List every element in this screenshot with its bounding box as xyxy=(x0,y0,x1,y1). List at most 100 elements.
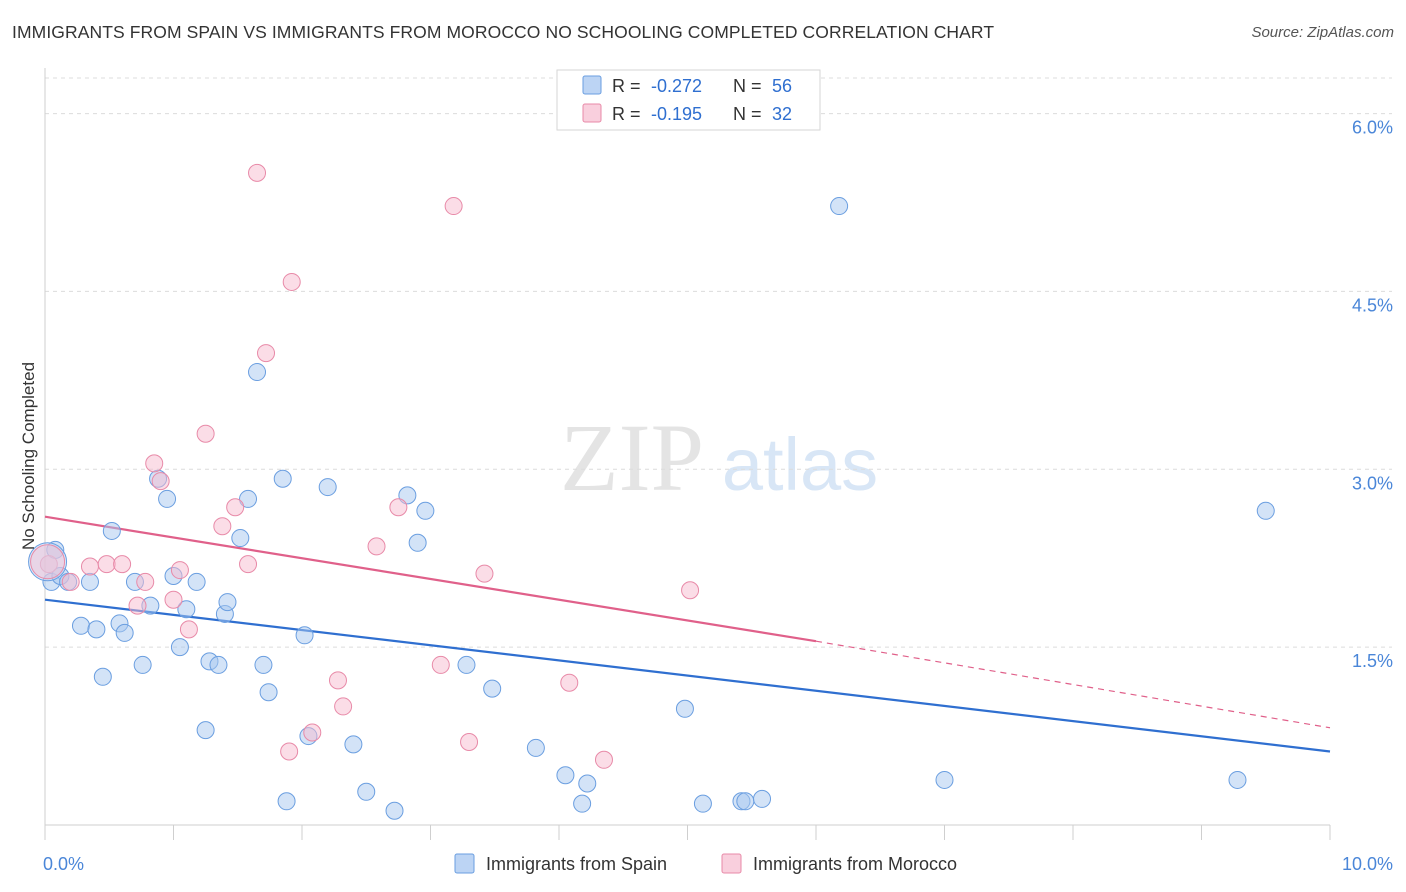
y-tick-label: 4.5% xyxy=(1352,295,1393,315)
series-legend: Immigrants from Spain Immigrants from Mo… xyxy=(454,853,957,874)
data-point xyxy=(334,697,353,716)
data-point xyxy=(431,655,450,674)
trend-lines xyxy=(44,515,1331,753)
data-point xyxy=(408,533,427,552)
source-credit: Source: ZipAtlas.com xyxy=(1251,24,1394,41)
watermark-zip: ZIP xyxy=(560,404,704,511)
y-axis-label: No Schooling Completed xyxy=(19,362,38,550)
x-tick-label: 10.0% xyxy=(1342,854,1393,874)
data-point xyxy=(239,555,258,574)
y-tick-label: 6.0% xyxy=(1352,118,1393,138)
data-point xyxy=(594,750,613,769)
y-tick-label: 3.0% xyxy=(1352,473,1393,493)
y-tick-label: 1.5% xyxy=(1352,651,1393,671)
data-point xyxy=(158,489,177,508)
stats-r-label-spain: R = xyxy=(612,76,641,96)
data-point xyxy=(254,655,273,674)
data-point xyxy=(935,770,954,789)
data-point xyxy=(457,655,476,674)
data-points xyxy=(28,163,1275,820)
trend-line-spain xyxy=(44,598,1331,753)
trend-line-morocco-extension xyxy=(815,640,1331,729)
data-point xyxy=(177,600,196,619)
stats-r-value-morocco: -0.195 xyxy=(651,104,702,124)
data-point xyxy=(460,733,479,751)
watermark-atlas: atlas xyxy=(722,423,878,506)
data-point xyxy=(303,723,322,742)
data-point xyxy=(93,667,112,686)
data-point xyxy=(87,620,106,639)
stats-swatch-morocco xyxy=(582,103,602,123)
data-point xyxy=(277,792,296,811)
stats-n-label-morocco: N = xyxy=(733,104,762,124)
tick-labels: 1.5% 3.0% 4.5% 6.0% 0.0% 10.0% xyxy=(43,118,1393,874)
data-point xyxy=(80,572,99,591)
data-point xyxy=(151,472,170,491)
data-point xyxy=(115,623,134,642)
data-point xyxy=(231,529,250,548)
data-point xyxy=(259,683,278,702)
legend-swatch-spain xyxy=(454,853,475,874)
data-point xyxy=(248,163,267,182)
data-point xyxy=(416,501,435,520)
data-point xyxy=(196,424,215,443)
data-point xyxy=(560,673,579,692)
data-point xyxy=(736,792,755,811)
data-point xyxy=(213,517,232,536)
legend-label-morocco: Immigrants from Morocco xyxy=(753,854,957,874)
data-point xyxy=(578,774,597,793)
data-point xyxy=(209,655,228,674)
data-point xyxy=(318,478,337,497)
data-point xyxy=(133,655,152,674)
legend-label-spain: Immigrants from Spain xyxy=(486,854,667,874)
data-point xyxy=(164,590,183,609)
data-point xyxy=(136,572,155,591)
data-point xyxy=(475,564,494,583)
data-point xyxy=(367,537,386,556)
data-point xyxy=(102,521,121,540)
data-point xyxy=(573,794,592,813)
data-point-large xyxy=(30,544,66,580)
stats-n-label-spain: N = xyxy=(733,76,762,96)
data-point xyxy=(239,489,258,508)
data-point xyxy=(128,596,147,615)
axes xyxy=(44,68,1331,840)
data-point xyxy=(113,555,132,574)
data-point xyxy=(681,581,700,600)
data-point xyxy=(1228,770,1247,789)
stats-n-value-morocco: 32 xyxy=(772,104,792,124)
stats-r-value-spain: -0.272 xyxy=(651,76,702,96)
data-point xyxy=(257,344,276,363)
data-point xyxy=(693,794,712,813)
data-point xyxy=(145,454,164,473)
data-point xyxy=(273,469,292,488)
data-point xyxy=(526,738,545,757)
data-point xyxy=(1256,501,1275,520)
data-point xyxy=(282,272,301,291)
watermark: ZIP atlas xyxy=(560,404,878,511)
trend-line-morocco xyxy=(44,515,817,643)
data-point xyxy=(344,735,363,754)
data-point xyxy=(218,593,237,612)
data-point xyxy=(71,616,90,635)
data-point xyxy=(196,721,215,740)
series-points-morocco xyxy=(39,163,700,769)
data-point xyxy=(280,742,299,761)
data-point xyxy=(389,498,408,517)
data-point xyxy=(170,638,189,657)
legend-swatch-morocco xyxy=(721,853,742,874)
data-point xyxy=(61,572,80,591)
stats-swatch-spain xyxy=(582,75,602,95)
chart-title: IMMIGRANTS FROM SPAIN VS IMMIGRANTS FROM… xyxy=(12,22,995,42)
stats-n-value-spain: 56 xyxy=(772,76,792,96)
data-point xyxy=(97,555,116,574)
data-point xyxy=(179,620,198,639)
data-point xyxy=(483,679,502,698)
data-point xyxy=(295,626,314,645)
data-point xyxy=(830,197,849,216)
data-point xyxy=(170,561,189,580)
data-point xyxy=(753,789,772,808)
data-point xyxy=(80,557,99,576)
data-point xyxy=(248,363,267,382)
